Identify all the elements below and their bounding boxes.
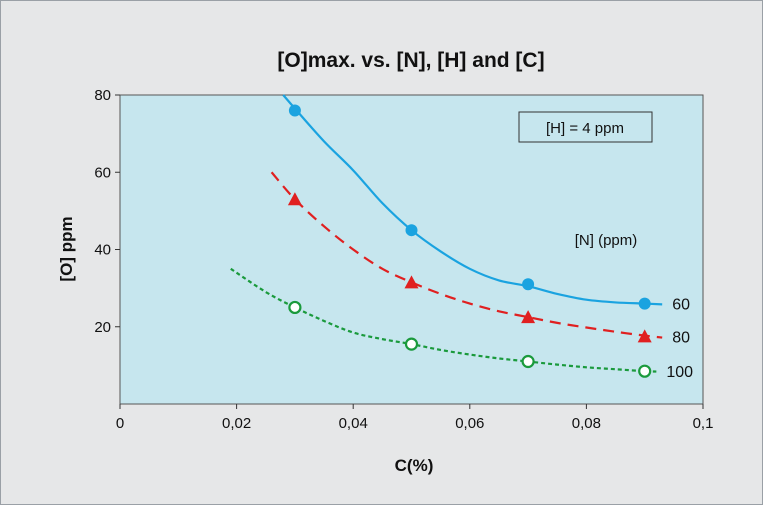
x-tick-label: 0,1 bbox=[693, 415, 714, 432]
data-point bbox=[404, 275, 419, 289]
data-point bbox=[521, 310, 536, 324]
data-point bbox=[287, 192, 302, 206]
data-point bbox=[405, 224, 418, 237]
y-tick-label: 80 bbox=[94, 87, 111, 104]
plot-area bbox=[119, 94, 704, 405]
annotation-text: [H] = 4 ppm bbox=[546, 120, 624, 137]
series-label: 100 bbox=[666, 364, 693, 381]
x-tick-label: 0,08 bbox=[572, 415, 601, 432]
series-100: 100 bbox=[230, 267, 693, 381]
data-point bbox=[521, 354, 535, 369]
y-axis-label: [O] ppm bbox=[57, 216, 76, 281]
series-label: 60 bbox=[672, 297, 690, 314]
legend-title: [N] (ppm) bbox=[575, 232, 638, 249]
x-axis-label: C(%) bbox=[395, 456, 434, 475]
axis-ticks: 0 0,02 0,04 0,06 0,08 0,1 20 40 60 80 bbox=[94, 87, 713, 432]
y-tick-label: 60 bbox=[94, 164, 111, 181]
x-tick-label: 0,04 bbox=[339, 415, 368, 432]
data-point bbox=[637, 329, 652, 343]
series-label: 80 bbox=[672, 329, 690, 346]
y-tick-label: 20 bbox=[94, 319, 111, 336]
series-60: 60 bbox=[282, 94, 690, 314]
annotation-box bbox=[518, 111, 653, 143]
series-80: 80 bbox=[270, 171, 690, 346]
data-point bbox=[522, 278, 535, 291]
x-tick-label: 0 bbox=[116, 415, 124, 432]
x-tick-label: 0,02 bbox=[222, 415, 251, 432]
chart-title: [O]max. vs. [N], [H] and [C] bbox=[277, 49, 544, 72]
series-line bbox=[282, 94, 663, 306]
data-point bbox=[288, 300, 302, 315]
series-layer: 60 80 100 bbox=[230, 94, 693, 381]
series-line bbox=[230, 267, 657, 373]
x-tick-label: 0,06 bbox=[455, 415, 484, 432]
data-point bbox=[638, 364, 652, 378]
data-point bbox=[638, 297, 651, 310]
y-tick-label: 40 bbox=[94, 242, 111, 259]
data-point bbox=[288, 104, 301, 117]
series-line bbox=[270, 171, 663, 339]
data-point bbox=[404, 337, 419, 351]
